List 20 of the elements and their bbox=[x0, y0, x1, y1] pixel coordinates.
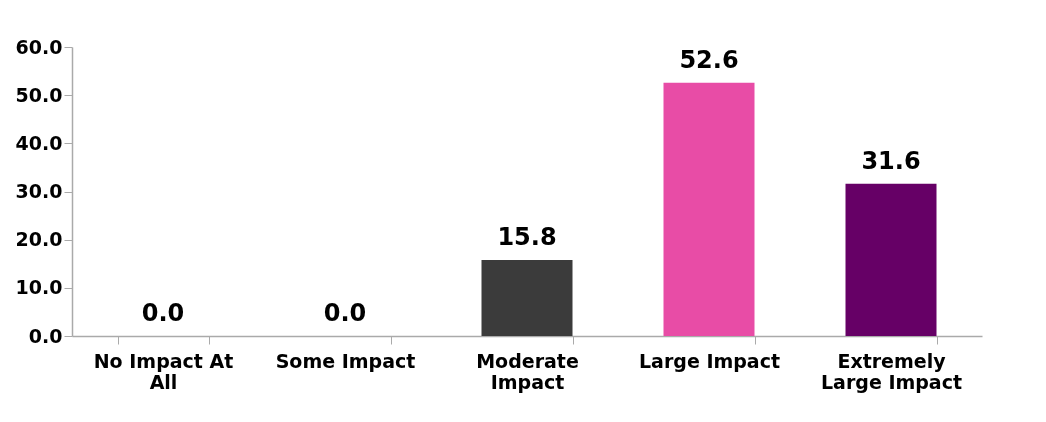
data-label: 31.6 bbox=[861, 146, 921, 175]
y-tick-label: 30.0 bbox=[15, 180, 63, 202]
y-tick-label: 20.0 bbox=[15, 228, 63, 251]
x-tick-label: Moderate Impact bbox=[476, 349, 579, 393]
bar bbox=[663, 82, 755, 336]
x-tick-label: Extremely Large Impact bbox=[820, 349, 963, 393]
y-tick-label: 0.0 bbox=[28, 324, 63, 347]
y-tick-label: 10.0 bbox=[15, 276, 63, 299]
bar bbox=[481, 259, 573, 336]
data-label: 52.6 bbox=[679, 45, 739, 74]
bar bbox=[845, 183, 937, 336]
data-label: 0.0 bbox=[323, 299, 367, 327]
y-tick-label: 60.0 bbox=[15, 35, 63, 58]
y-tick-label: 50.0 bbox=[15, 83, 63, 106]
x-tick-label: No Impact At All bbox=[93, 349, 234, 393]
x-tick-label: Some Impact bbox=[275, 349, 416, 372]
y-tick-label: 40.0 bbox=[15, 131, 63, 154]
data-label: 0.0 bbox=[141, 299, 185, 327]
data-label: 15.8 bbox=[497, 222, 557, 251]
x-tick-label: Large Impact bbox=[638, 349, 781, 372]
